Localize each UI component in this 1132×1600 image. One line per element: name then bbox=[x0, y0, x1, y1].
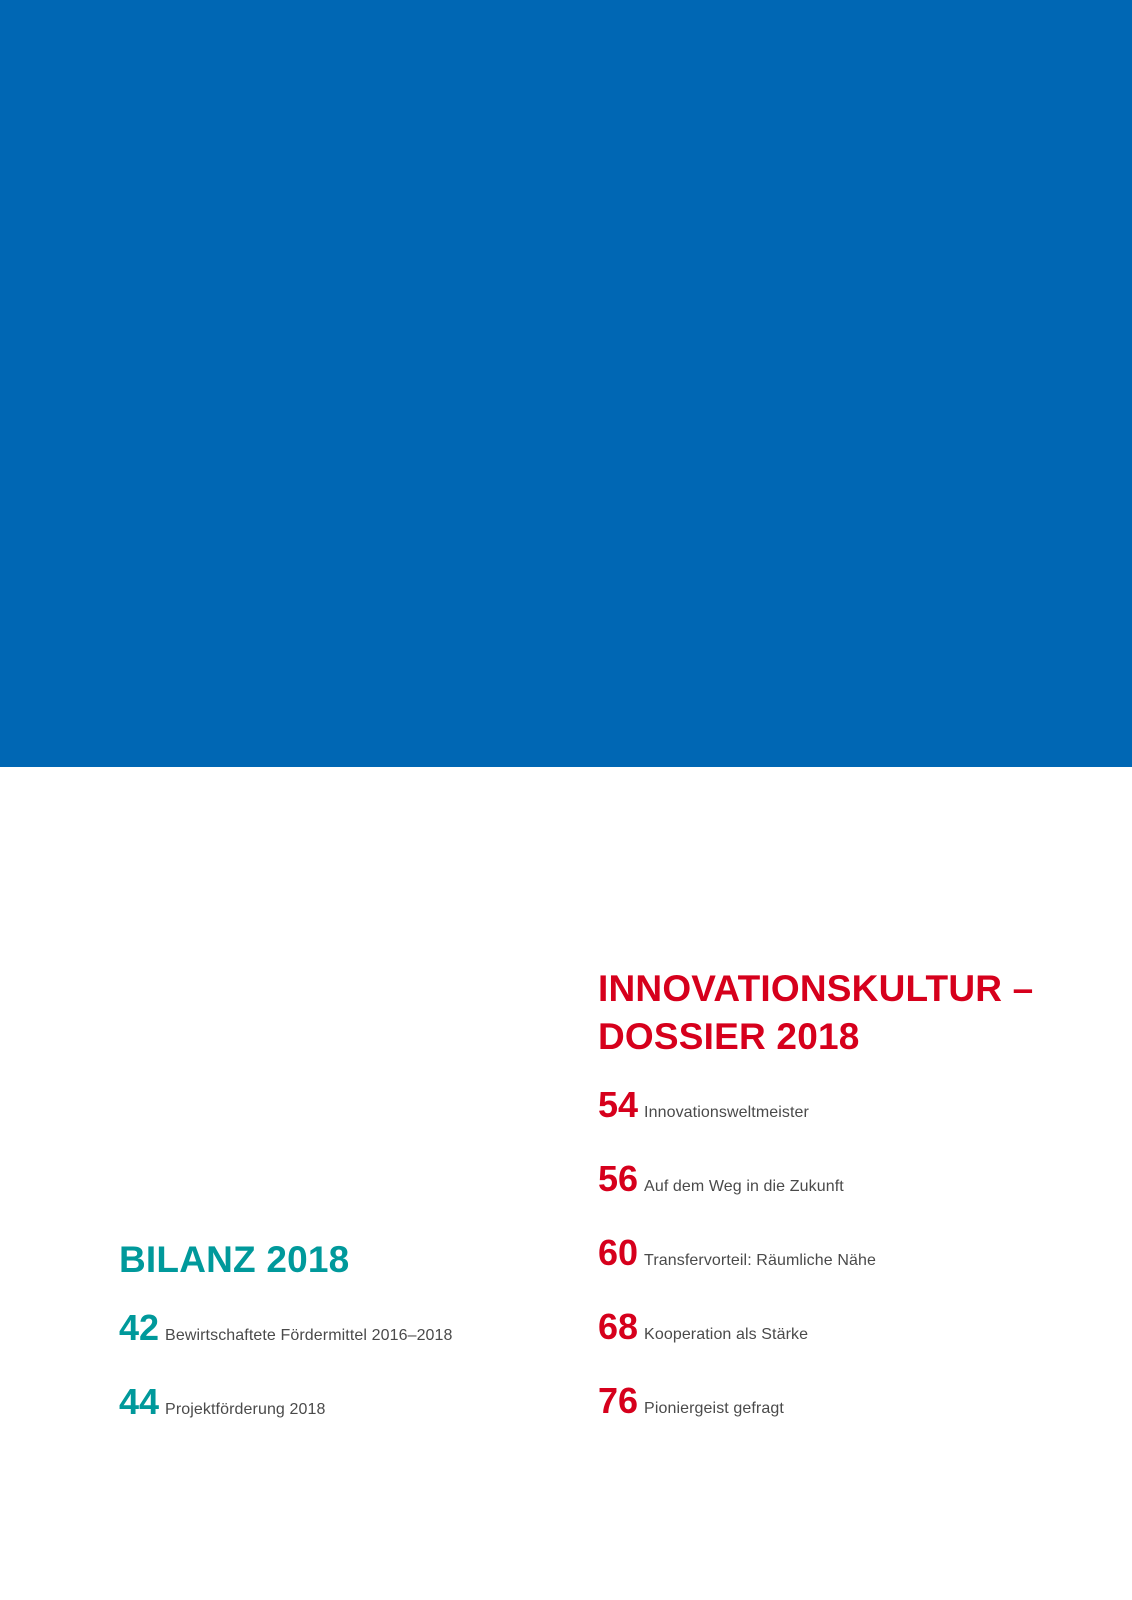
dossier-toc-list: 54 Innovationsweltmeister 56 Auf dem Weg… bbox=[598, 1083, 1078, 1453]
toc-entry-title: Projektförderung 2018 bbox=[165, 1401, 326, 1418]
dossier-section: INNOVATIONSKULTUR – DOSSIER 2018 54 Inno… bbox=[598, 965, 1078, 1453]
dossier-heading-line-1: INNOVATIONSKULTUR – bbox=[598, 968, 1034, 1009]
bilanz-toc-list: 42 Bewirtschaftete Fördermittel 2016–201… bbox=[119, 1306, 559, 1454]
toc-page-number: 44 bbox=[119, 1381, 160, 1422]
toc-page-number: 56 bbox=[598, 1158, 639, 1199]
toc-entry-title: Innovationsweltmeister bbox=[644, 1104, 809, 1121]
toc-entry[interactable]: 44 Projektförderung 2018 bbox=[119, 1380, 559, 1454]
toc-page-number: 68 bbox=[598, 1306, 639, 1347]
toc-entry-title: Bewirtschaftete Fördermittel 2016–2018 bbox=[165, 1327, 453, 1344]
toc-page-number: 60 bbox=[598, 1232, 639, 1273]
bilanz-heading: BILANZ 2018 bbox=[119, 1239, 350, 1280]
toc-entry[interactable]: 54 Innovationsweltmeister bbox=[598, 1083, 1078, 1157]
blue-header-banner bbox=[0, 0, 1132, 767]
toc-entry[interactable]: 60 Transfervorteil: Räumliche Nähe bbox=[598, 1231, 1078, 1305]
toc-page-number: 42 bbox=[119, 1307, 160, 1348]
dossier-heading-line-2: DOSSIER 2018 bbox=[598, 1016, 860, 1057]
toc-entry-title: Pioniergeist gefragt bbox=[644, 1400, 784, 1417]
toc-page-number: 76 bbox=[598, 1380, 639, 1421]
toc-entry[interactable]: 56 Auf dem Weg in die Zukunft bbox=[598, 1157, 1078, 1231]
bilanz-section: BILANZ 2018 42 Bewirtschaftete Fördermit… bbox=[119, 1236, 559, 1454]
toc-entry-title: Kooperation als Stärke bbox=[644, 1326, 809, 1343]
toc-page-number: 54 bbox=[598, 1084, 639, 1125]
toc-entry[interactable]: 76 Pioniergeist gefragt bbox=[598, 1379, 1078, 1453]
toc-entry[interactable]: 68 Kooperation als Stärke bbox=[598, 1305, 1078, 1379]
toc-entry-title: Transfervorteil: Räumliche Nähe bbox=[644, 1252, 876, 1269]
dossier-heading: INNOVATIONSKULTUR – DOSSIER 2018 bbox=[598, 965, 1078, 1061]
toc-entry-title: Auf dem Weg in die Zukunft bbox=[644, 1178, 844, 1195]
toc-entry[interactable]: 42 Bewirtschaftete Fördermittel 2016–201… bbox=[119, 1306, 559, 1380]
